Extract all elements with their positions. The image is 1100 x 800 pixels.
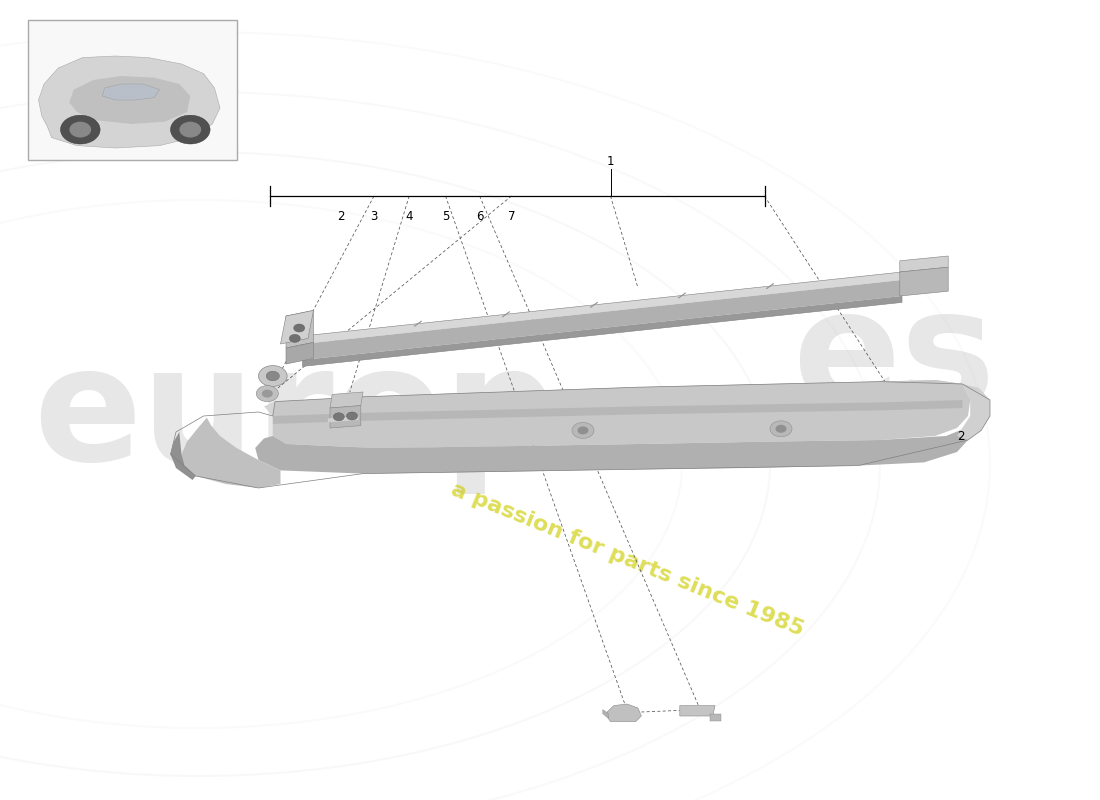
Polygon shape	[39, 56, 220, 148]
Polygon shape	[286, 310, 313, 348]
Polygon shape	[273, 400, 962, 424]
Polygon shape	[330, 392, 363, 408]
Text: 4: 4	[406, 210, 412, 223]
Circle shape	[258, 366, 287, 386]
Circle shape	[179, 122, 201, 138]
Polygon shape	[286, 342, 313, 364]
Circle shape	[289, 334, 300, 342]
Polygon shape	[330, 406, 361, 428]
Polygon shape	[182, 418, 280, 488]
Polygon shape	[710, 714, 720, 721]
Polygon shape	[302, 272, 902, 344]
Circle shape	[776, 425, 786, 433]
Text: 5: 5	[442, 210, 449, 223]
Polygon shape	[680, 706, 715, 716]
Circle shape	[572, 422, 594, 438]
Circle shape	[69, 122, 91, 138]
Polygon shape	[302, 280, 902, 360]
Polygon shape	[102, 84, 160, 100]
Polygon shape	[273, 380, 970, 448]
Polygon shape	[170, 432, 196, 480]
Circle shape	[770, 421, 792, 437]
Circle shape	[262, 390, 273, 398]
Circle shape	[578, 426, 588, 434]
Polygon shape	[328, 416, 359, 422]
Text: 2: 2	[957, 430, 965, 442]
Circle shape	[170, 115, 210, 144]
Circle shape	[256, 386, 278, 402]
Text: europ: europ	[33, 338, 558, 494]
Circle shape	[346, 412, 358, 420]
Circle shape	[333, 413, 344, 421]
Polygon shape	[900, 256, 948, 272]
Polygon shape	[603, 710, 608, 718]
Text: a passion for parts since 1985: a passion for parts since 1985	[448, 480, 806, 640]
Text: 1: 1	[607, 155, 614, 168]
Polygon shape	[280, 310, 314, 344]
Text: 6: 6	[476, 210, 483, 223]
Text: 3: 3	[371, 210, 377, 223]
Polygon shape	[255, 428, 968, 474]
Polygon shape	[69, 76, 190, 124]
Circle shape	[266, 371, 279, 381]
Polygon shape	[900, 267, 948, 296]
Polygon shape	[957, 384, 990, 440]
Polygon shape	[607, 704, 641, 722]
Polygon shape	[264, 380, 962, 416]
Circle shape	[294, 324, 305, 332]
Polygon shape	[302, 296, 902, 366]
Text: 7: 7	[508, 210, 515, 223]
Bar	[28, 20, 236, 160]
Circle shape	[60, 115, 100, 144]
Text: es: es	[792, 282, 996, 438]
Text: 2: 2	[338, 210, 344, 223]
